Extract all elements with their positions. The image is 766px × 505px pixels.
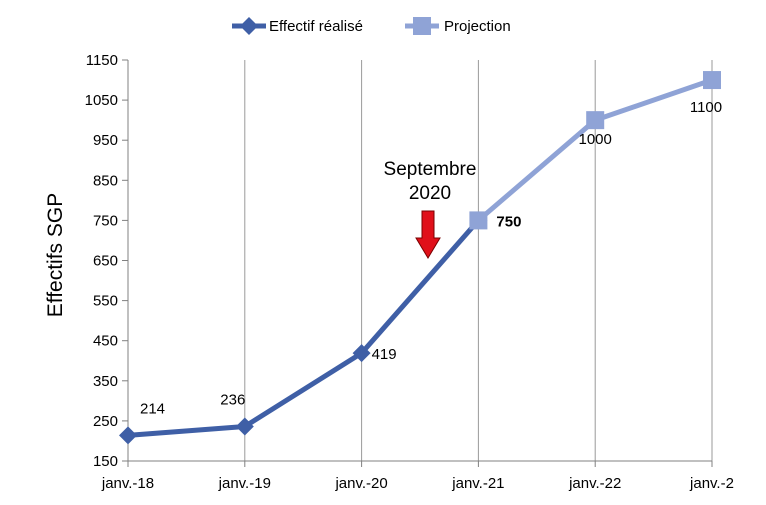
data-point-0-0 <box>119 426 137 445</box>
series-line-0 <box>127 218 481 438</box>
y-tick-label: 150 <box>93 453 118 470</box>
data-point-0-2 <box>352 344 371 363</box>
data-label: 1000 <box>579 131 612 148</box>
data-point-1-1 <box>586 111 605 130</box>
x-tick-label: janv.-20 <box>334 475 387 492</box>
y-tick-label: 1150 <box>86 52 118 69</box>
chart-series <box>119 71 721 445</box>
chart-axes <box>127 60 712 462</box>
y-tick-label: 550 <box>93 293 118 310</box>
y-tick-label: 750 <box>93 212 118 229</box>
annotation-text: Septembre <box>384 159 477 180</box>
x-tick-label: janv.-22 <box>568 475 621 492</box>
data-label: 1100 <box>690 99 722 116</box>
annotation-text: 2020 <box>409 183 451 204</box>
y-axis-ticks: 150 250 350 450 550 650 750 850 950 1050 1150 <box>85 52 128 470</box>
chart-annotation: Septembre 2020 <box>384 159 477 259</box>
x-tick-label: janv.-2 <box>689 475 734 492</box>
y-tick-label: 650 <box>93 253 118 270</box>
y-tick-label: 350 <box>93 373 118 390</box>
y-axis-label: Effectifs SGP <box>44 193 67 318</box>
x-axis-ticks: janv.-18 janv.-19 janv.-20 janv.-21 janv.-22… <box>101 461 734 492</box>
data-label: 236 <box>220 392 245 409</box>
legend-marker-0 <box>240 17 258 35</box>
grid-lines <box>244 60 713 461</box>
data-label: 750 <box>496 213 521 230</box>
data-label: 419 <box>372 346 397 363</box>
x-tick-label: janv.-18 <box>101 475 154 492</box>
x-tick-label: janv.-21 <box>451 475 504 492</box>
x-tick-label: janv.-19 <box>218 475 271 492</box>
y-tick-label: 250 <box>93 413 118 430</box>
y-tick-label: 850 <box>93 172 118 189</box>
legend-label-1: Projection <box>444 18 511 35</box>
legend-marker-1 <box>413 17 431 35</box>
data-point-1-0 <box>469 211 488 230</box>
data-point-1-2 <box>703 71 721 90</box>
legend-label-0: Effectif réalisé <box>269 18 363 35</box>
y-tick-label: 1050 <box>85 92 118 109</box>
y-tick-label: 450 <box>93 333 118 350</box>
data-label: 214 <box>140 400 165 417</box>
chart-legend: Effectif réalisé Projection <box>232 17 511 35</box>
data-labels: 214 236 419 750 1000 1100 <box>140 99 722 417</box>
data-point-0-1 <box>235 417 254 436</box>
y-tick-label: 950 <box>93 132 118 149</box>
annotation-arrow <box>415 210 441 259</box>
